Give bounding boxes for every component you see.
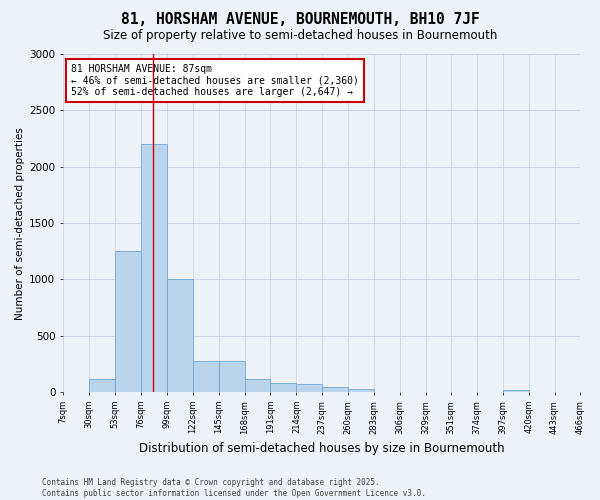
Bar bbox=[348, 389, 374, 392]
Text: 81, HORSHAM AVENUE, BOURNEMOUTH, BH10 7JF: 81, HORSHAM AVENUE, BOURNEMOUTH, BH10 7J… bbox=[121, 12, 479, 28]
X-axis label: Distribution of semi-detached houses by size in Bournemouth: Distribution of semi-detached houses by … bbox=[139, 442, 505, 455]
Bar bbox=[503, 390, 529, 392]
Bar bbox=[141, 144, 167, 392]
Bar bbox=[296, 384, 322, 392]
Bar bbox=[167, 280, 193, 392]
Text: Size of property relative to semi-detached houses in Bournemouth: Size of property relative to semi-detach… bbox=[103, 29, 497, 42]
Bar bbox=[193, 360, 218, 392]
Bar bbox=[89, 378, 115, 392]
Bar bbox=[271, 383, 296, 392]
Text: Contains HM Land Registry data © Crown copyright and database right 2025.
Contai: Contains HM Land Registry data © Crown c… bbox=[42, 478, 426, 498]
Bar bbox=[218, 360, 245, 392]
Bar bbox=[245, 378, 271, 392]
Text: 81 HORSHAM AVENUE: 87sqm
← 46% of semi-detached houses are smaller (2,360)
52% o: 81 HORSHAM AVENUE: 87sqm ← 46% of semi-d… bbox=[71, 64, 359, 98]
Bar bbox=[115, 252, 141, 392]
Bar bbox=[322, 386, 348, 392]
Y-axis label: Number of semi-detached properties: Number of semi-detached properties bbox=[15, 126, 25, 320]
